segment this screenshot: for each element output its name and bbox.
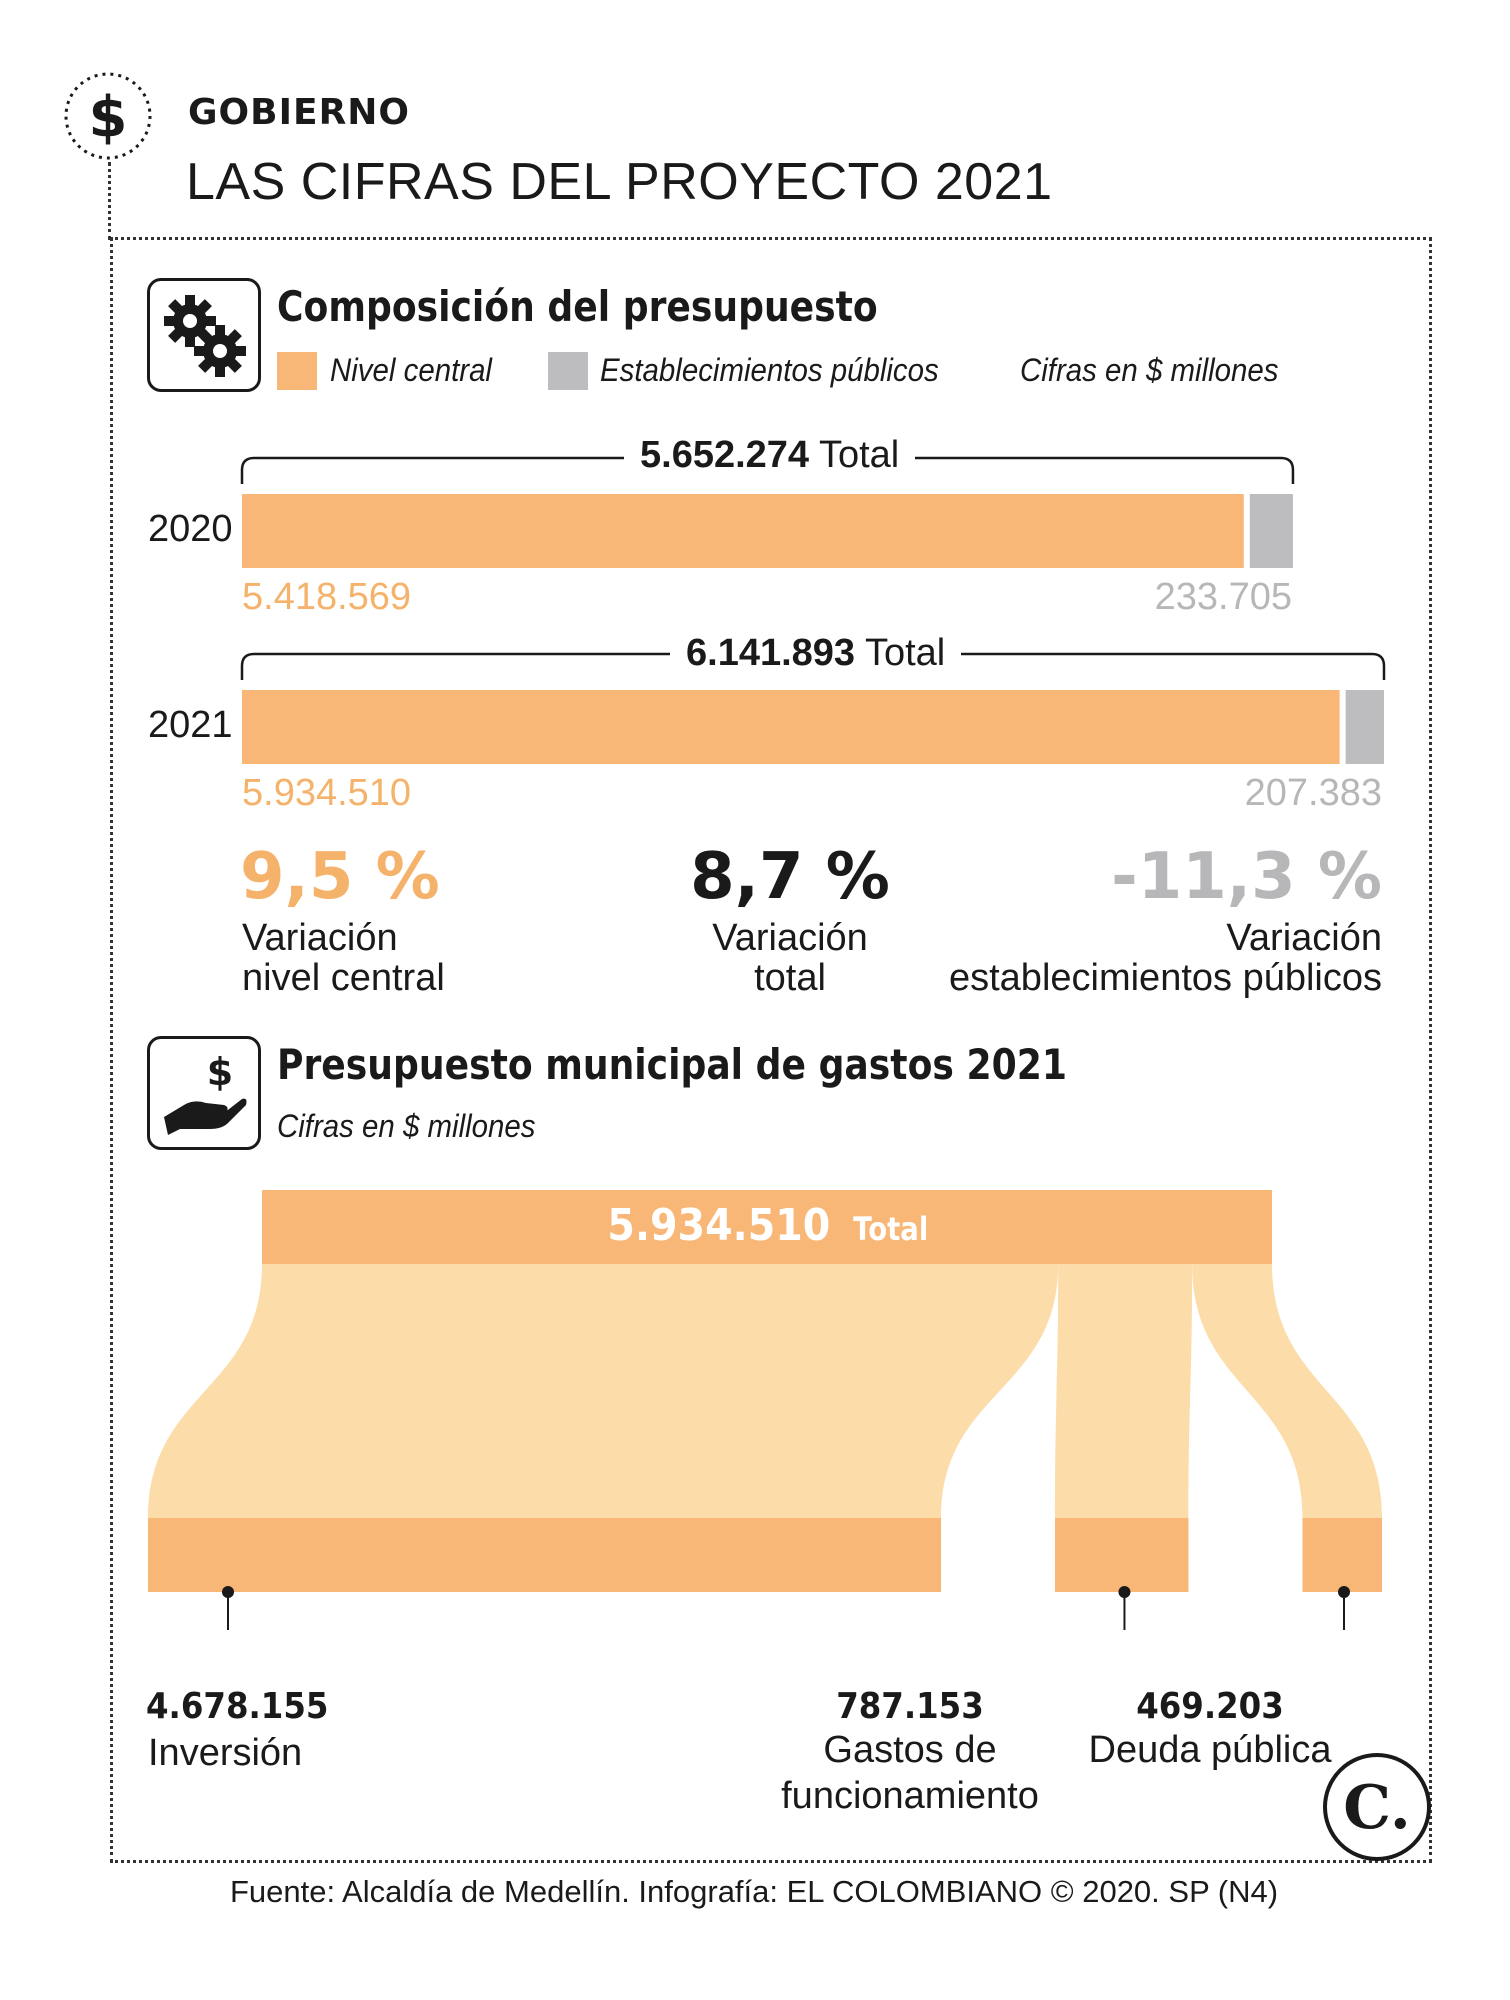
spending-title: Presupuesto municipal de gastos 2021 [277, 1040, 1067, 1089]
item-deuda: 469.203 Deuda pública [1060, 1686, 1360, 1773]
header-kicker: GOBIERNO [188, 92, 411, 133]
dollar-icon: $ [62, 70, 154, 162]
svg-text:$: $ [207, 1050, 233, 1094]
bar-public-2020 [1249, 494, 1293, 568]
row-year-2021: 2021 [148, 704, 233, 746]
row-year-2020: 2020 [148, 508, 233, 550]
svg-text:$: $ [89, 85, 128, 150]
row-total-word: Total [864, 632, 946, 674]
variation-public-label: Variación establecimientos públicos [900, 918, 1382, 998]
item-value: 787.153 [836, 1686, 984, 1727]
el-colombiano-logo: C. [1322, 1752, 1432, 1862]
category-bar-0 [148, 1518, 942, 1592]
gears-icon [147, 278, 261, 392]
leader-dot-2 [1338, 1586, 1351, 1598]
legend-public-label: Establecimientos públicos [600, 352, 939, 388]
leader-dot-0 [222, 1586, 234, 1598]
item-label: Deuda pública [1088, 1729, 1332, 1771]
item-funcionamiento: 787.153 Gastos de funcionamiento [760, 1686, 1060, 1819]
spending-total-label: 5.934.510 Total [260, 1200, 1270, 1251]
composition-title: Composición del presupuesto [277, 282, 878, 331]
row-total-value: 6.141.893 [686, 632, 856, 674]
header-connector [108, 162, 111, 240]
row-total-word: Total [818, 434, 900, 476]
variation-line: Variación [1226, 917, 1382, 959]
variation-line: Variación [712, 917, 868, 959]
svg-text:C.: C. [1343, 1773, 1411, 1843]
item-label: Gastos de [823, 1729, 997, 1771]
total-bar [262, 1190, 1272, 1264]
variation-line: Variación [242, 917, 398, 959]
page-title: LAS CIFRAS DEL PROYECTO 2021 [186, 153, 1053, 211]
variation-total-value: 8,7 % [690, 840, 890, 914]
leader-line-1 [1123, 1592, 1126, 1630]
variation-line: total [754, 957, 826, 999]
flow-2 [1192, 1264, 1383, 1518]
category-bar-2 [1302, 1518, 1383, 1592]
row-total-2020: 5.652.274 Total [624, 434, 916, 477]
item-label: funcionamiento [781, 1775, 1039, 1817]
row-total-2021: 6.141.893 Total [670, 632, 962, 675]
content-frame [110, 237, 1432, 1863]
spending-total-value: 5.934.510 [607, 1200, 831, 1251]
bar-public-2021 [1345, 690, 1384, 764]
item-value: 469.203 [1136, 1686, 1284, 1727]
units-label: Cifras en $ millones [1020, 352, 1279, 388]
variation-central-value: 9,5 % [240, 840, 440, 914]
row-public-value-2021: 207.383 [1244, 772, 1382, 814]
variation-central-label: Variación nivel central [242, 918, 445, 998]
spending-total-word: Total [853, 1210, 929, 1248]
row-public-value-2020: 233.705 [1154, 576, 1292, 618]
source-footer: Fuente: Alcaldía de Medellín. Infografía… [230, 1874, 1279, 1909]
row-total-value: 5.652.274 [640, 434, 810, 476]
leader-dot-1 [1118, 1586, 1131, 1598]
legend-swatch-public [548, 352, 588, 390]
variation-line: nivel central [242, 957, 445, 999]
variation-total-label: Variación total [640, 918, 940, 998]
item-value-inversion: 4.678.155 [146, 1686, 329, 1727]
spending-chart [148, 1190, 1383, 1630]
hand-money-icon: $ [147, 1036, 261, 1150]
composition-chart [240, 456, 1386, 764]
bar-central-2020 [242, 494, 1244, 568]
bar-central-2021 [242, 690, 1340, 764]
legend-swatch-central [277, 352, 317, 390]
spending-units: Cifras en $ millones [277, 1108, 536, 1144]
flow-1 [1055, 1264, 1193, 1518]
item-label-inversion: Inversión [148, 1732, 303, 1774]
legend-central-label: Nivel central [330, 352, 492, 388]
leader-line-2 [1342, 1592, 1345, 1630]
variation-line: establecimientos públicos [948, 957, 1382, 999]
flow-0 [148, 1264, 1059, 1518]
variation-public-value: -11,3 % [1111, 840, 1382, 914]
category-bar-1 [1055, 1518, 1189, 1592]
row-central-value-2020: 5.418.569 [242, 576, 412, 618]
row-central-value-2021: 5.934.510 [242, 772, 412, 814]
